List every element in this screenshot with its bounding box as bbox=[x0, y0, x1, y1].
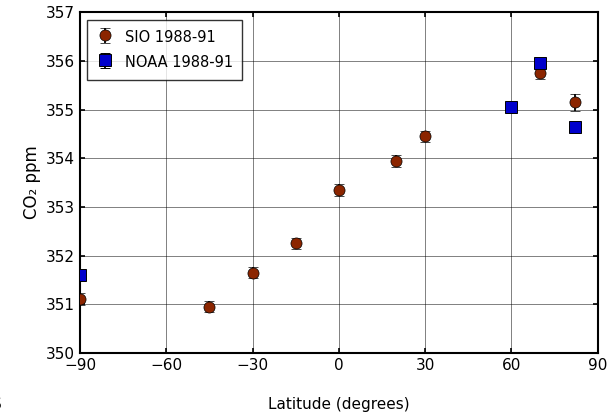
Text: S: S bbox=[0, 397, 2, 412]
Text: Latitude (degrees): Latitude (degrees) bbox=[268, 397, 410, 412]
Legend: SIO 1988-91, NOAA 1988-91: SIO 1988-91, NOAA 1988-91 bbox=[87, 20, 242, 80]
Y-axis label: CO₂ ppm: CO₂ ppm bbox=[23, 146, 41, 220]
